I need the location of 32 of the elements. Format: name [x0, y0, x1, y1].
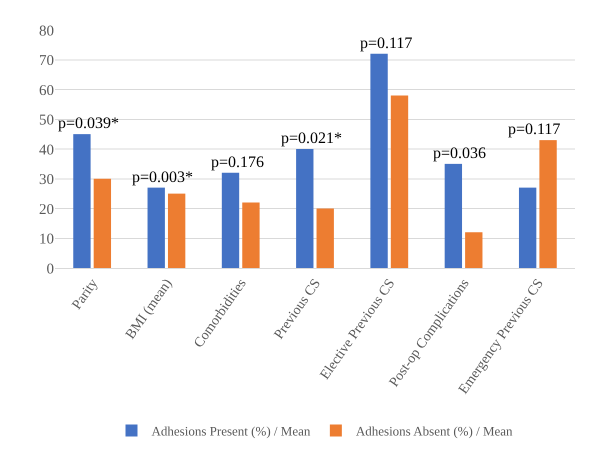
bar — [316, 208, 334, 268]
y-tick-label: 80 — [39, 23, 54, 40]
annotation: p=0.176 — [211, 154, 264, 171]
y-tick-label: 40 — [39, 142, 54, 158]
bar — [73, 134, 91, 268]
y-tick-label: 70 — [39, 53, 54, 69]
y-tick-label: 60 — [39, 82, 54, 99]
bar — [148, 188, 165, 268]
y-tick-label: 10 — [39, 232, 54, 248]
annotation: p=0.117 — [508, 121, 560, 138]
annotation: p=0.039* — [58, 115, 120, 132]
bar — [444, 164, 462, 268]
legend-label: Adhesions Present (%) / Mean — [152, 424, 311, 439]
y-tick-label: 20 — [39, 202, 54, 218]
bar — [168, 194, 186, 268]
y-tick-label: 30 — [39, 172, 54, 188]
bar — [518, 188, 536, 268]
bar — [370, 54, 388, 268]
bar — [296, 149, 314, 268]
legend-label: Adhesions Absent (%) / Mean — [356, 424, 514, 439]
bar — [222, 172, 240, 268]
bar — [390, 95, 408, 268]
y-tick-label: 50 — [39, 112, 54, 128]
y-tick-label: 0 — [46, 261, 54, 278]
annotation: p=0.036 — [433, 145, 486, 162]
bar — [465, 232, 482, 268]
annotation: p=0.003* — [132, 169, 194, 186]
annotation: p=0.021* — [281, 130, 342, 147]
bar — [94, 178, 112, 268]
bar — [242, 202, 260, 268]
bar — [539, 140, 557, 268]
annotation: p=0.117 — [360, 35, 412, 52]
